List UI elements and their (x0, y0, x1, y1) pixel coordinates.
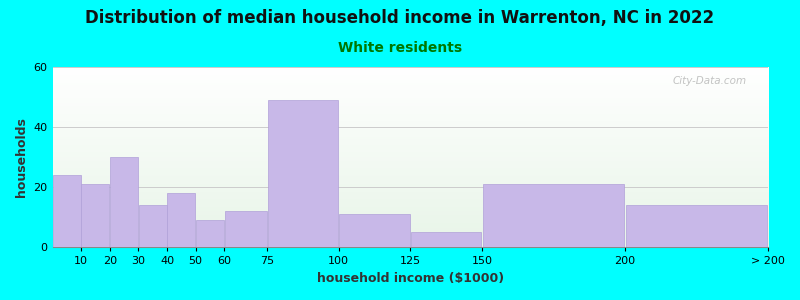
X-axis label: household income ($1000): household income ($1000) (317, 272, 504, 285)
Text: White residents: White residents (338, 40, 462, 55)
Bar (626, 205, 766, 248)
Y-axis label: households: households (15, 117, 28, 197)
Bar (110, 157, 138, 248)
Bar (339, 214, 410, 248)
Bar (167, 193, 195, 248)
Text: City-Data.com: City-Data.com (673, 76, 746, 86)
Bar (138, 205, 166, 248)
Bar (196, 220, 224, 248)
Bar (225, 211, 266, 248)
Bar (53, 175, 81, 248)
Bar (483, 184, 623, 247)
Bar (82, 184, 110, 247)
Bar (411, 232, 481, 247)
Bar (268, 100, 338, 248)
Text: Distribution of median household income in Warrenton, NC in 2022: Distribution of median household income … (86, 9, 714, 27)
